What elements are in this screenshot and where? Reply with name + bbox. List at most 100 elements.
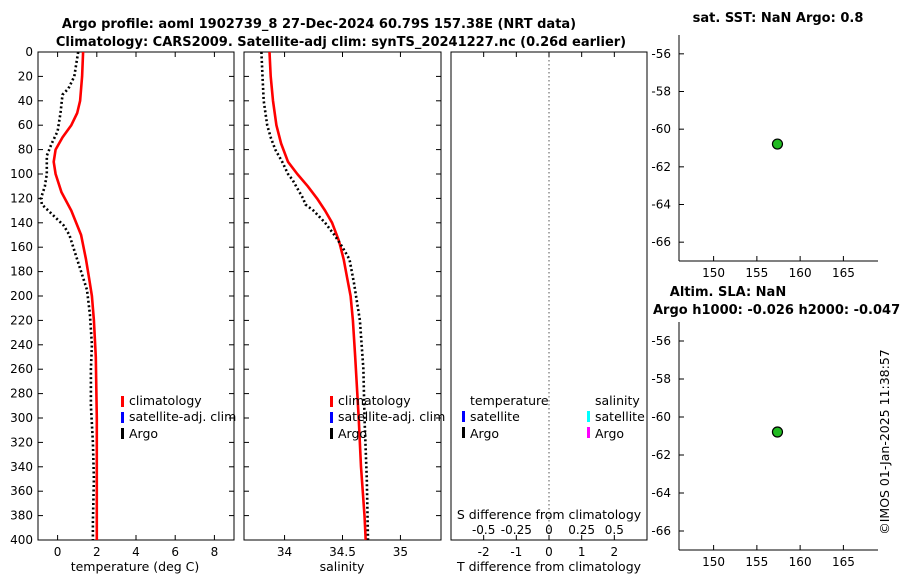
legend-climatology-label: climatology <box>129 393 202 408</box>
y-tick-label: -66 <box>651 235 671 249</box>
y-tick-label: 280 <box>10 387 33 401</box>
legend-t-argo-swatch <box>462 427 465 438</box>
x-tick-label: 0 <box>545 545 553 559</box>
legend-argo-swatch <box>330 428 333 439</box>
x-tick-label: 1 <box>578 545 586 559</box>
legend-climatology-label: climatology <box>338 393 411 408</box>
s-diff-tick-label: -0.5 <box>472 523 495 537</box>
y-tick-label: -60 <box>651 410 671 424</box>
x-tick-label: 34.5 <box>329 545 356 559</box>
y-tick-label: 100 <box>10 167 33 181</box>
plot-frame <box>243 51 442 541</box>
x-tick-label: 165 <box>832 555 855 569</box>
figure-title-line1: Argo profile: aoml 1902739_8 27-Dec-2024… <box>62 17 576 32</box>
x-tick-label: 0 <box>54 545 62 559</box>
sst-map-panel: -56 -58 -60 -62 -64 -66 150 155 160 165 <box>651 35 878 280</box>
y-tick-label: -66 <box>651 524 671 538</box>
y-tick-label: -60 <box>651 122 671 136</box>
y-tick-label: 300 <box>10 411 33 425</box>
y-tick-label: 160 <box>10 240 33 254</box>
y-tick-label: -62 <box>651 448 671 462</box>
y-tick-label: -62 <box>651 160 671 174</box>
x-tick-label: 8 <box>211 545 219 559</box>
series-argo <box>39 51 96 540</box>
y-tick-label: 220 <box>10 313 33 327</box>
x-tick-label: 4 <box>132 545 140 559</box>
legend-argo-label: Argo <box>338 426 367 441</box>
x-tick-label: 155 <box>745 266 768 280</box>
x-tick-label: 150 <box>702 266 725 280</box>
sla-map-title-line1: Altim. SLA: NaN <box>670 285 786 300</box>
difference-legend: temperature satellite Argo salinity sate… <box>462 393 645 441</box>
x-tick-label: 6 <box>171 545 179 559</box>
temperature-legend: climatology satellite-adj. clim Argo <box>121 393 236 441</box>
s-diff-tick-label: 0 <box>545 523 553 537</box>
legend-t-satellite-swatch <box>462 411 465 422</box>
legend-salinity-heading: salinity <box>595 393 640 408</box>
y-tick-label: 140 <box>10 216 33 230</box>
legend-s-argo-label: Argo <box>595 426 624 441</box>
s-diff-tick-label: -0.25 <box>501 523 532 537</box>
legend-argo-label: Argo <box>129 426 158 441</box>
salinity-panel: 34 34.5 35 <box>243 51 442 559</box>
legend-argo-swatch <box>121 428 124 439</box>
temperature-panel: 0 2 4 6 802040608010012014016018020022024026… <box>10 45 235 559</box>
plot-frame <box>37 51 235 541</box>
legend-climatology-swatch <box>330 396 333 407</box>
y-tick-label: 60 <box>18 118 33 132</box>
legend-satellite-label: satellite-adj. clim <box>338 409 445 424</box>
y-tick-label: -64 <box>651 198 671 212</box>
difference-panel: -2 -1 0 1 2 -0.5 -0.25 0 0.25 0.5 <box>450 51 648 559</box>
y-tick-label: 20 <box>18 69 33 83</box>
legend-satellite-swatch <box>121 412 124 423</box>
y-tick-label: -56 <box>651 47 671 61</box>
x-tick-label: 35 <box>393 545 408 559</box>
s-diff-tick-label: 0.25 <box>568 523 595 537</box>
s-diff-tick-label: 0.5 <box>605 523 624 537</box>
sla-map-title-line2: Argo h1000: -0.026 h2000: -0.047 <box>653 303 900 318</box>
argo-float-position-marker <box>771 138 784 150</box>
series-argo <box>260 51 370 541</box>
t-difference-xlabel: T difference from climatology <box>456 559 642 574</box>
x-tick-label: 155 <box>745 555 768 569</box>
y-tick-label: -58 <box>651 372 671 386</box>
legend-temperature-heading: temperature <box>470 393 549 408</box>
x-tick-label: -1 <box>510 545 522 559</box>
y-tick-label: -58 <box>651 85 671 99</box>
salinity-xlabel: salinity <box>320 559 365 574</box>
legend-t-argo-label: Argo <box>470 426 499 441</box>
x-tick-label: 160 <box>789 266 812 280</box>
salinity-legend: climatology satellite-adj. clim Argo <box>330 393 445 441</box>
x-tick-label: 34 <box>277 545 292 559</box>
sst-map-title: sat. SST: NaN Argo: 0.8 <box>693 11 864 26</box>
x-tick-label: 165 <box>832 266 855 280</box>
y-tick-label: 40 <box>18 94 33 108</box>
figure-title-line2: Climatology: CARS2009. Satellite-adj cli… <box>56 35 626 50</box>
y-tick-label: 240 <box>10 338 33 352</box>
y-tick-label: 80 <box>18 143 33 157</box>
y-tick-label: 260 <box>10 362 33 376</box>
y-tick-label: 360 <box>10 484 33 498</box>
argo-float-position-marker <box>771 426 784 438</box>
x-tick-label: 150 <box>702 555 725 569</box>
x-tick-label: -2 <box>478 545 490 559</box>
imos-timestamp: ©IMOS 01-Jan-2025 11:38:57 <box>877 349 892 535</box>
y-tick-label: 120 <box>10 191 33 205</box>
legend-satellite-swatch <box>330 412 333 423</box>
legend-s-satellite-label: satellite <box>595 409 645 424</box>
y-tick-label: 400 <box>10 533 33 547</box>
y-tick-label: 0 <box>25 45 33 59</box>
series-climatology <box>268 51 367 541</box>
y-tick-label: 340 <box>10 460 33 474</box>
legend-s-argo-swatch <box>587 427 590 438</box>
legend-satellite-label: satellite-adj. clim <box>129 409 236 424</box>
y-tick-label: 200 <box>10 289 33 303</box>
legend-s-satellite-swatch <box>587 411 590 422</box>
x-tick-label: 160 <box>789 555 812 569</box>
legend-t-satellite-label: satellite <box>470 409 520 424</box>
y-tick-label: 380 <box>10 509 33 523</box>
y-tick-label: -64 <box>651 486 671 500</box>
y-tick-label: -56 <box>651 334 671 348</box>
s-difference-label: S difference from climatology <box>457 507 642 522</box>
